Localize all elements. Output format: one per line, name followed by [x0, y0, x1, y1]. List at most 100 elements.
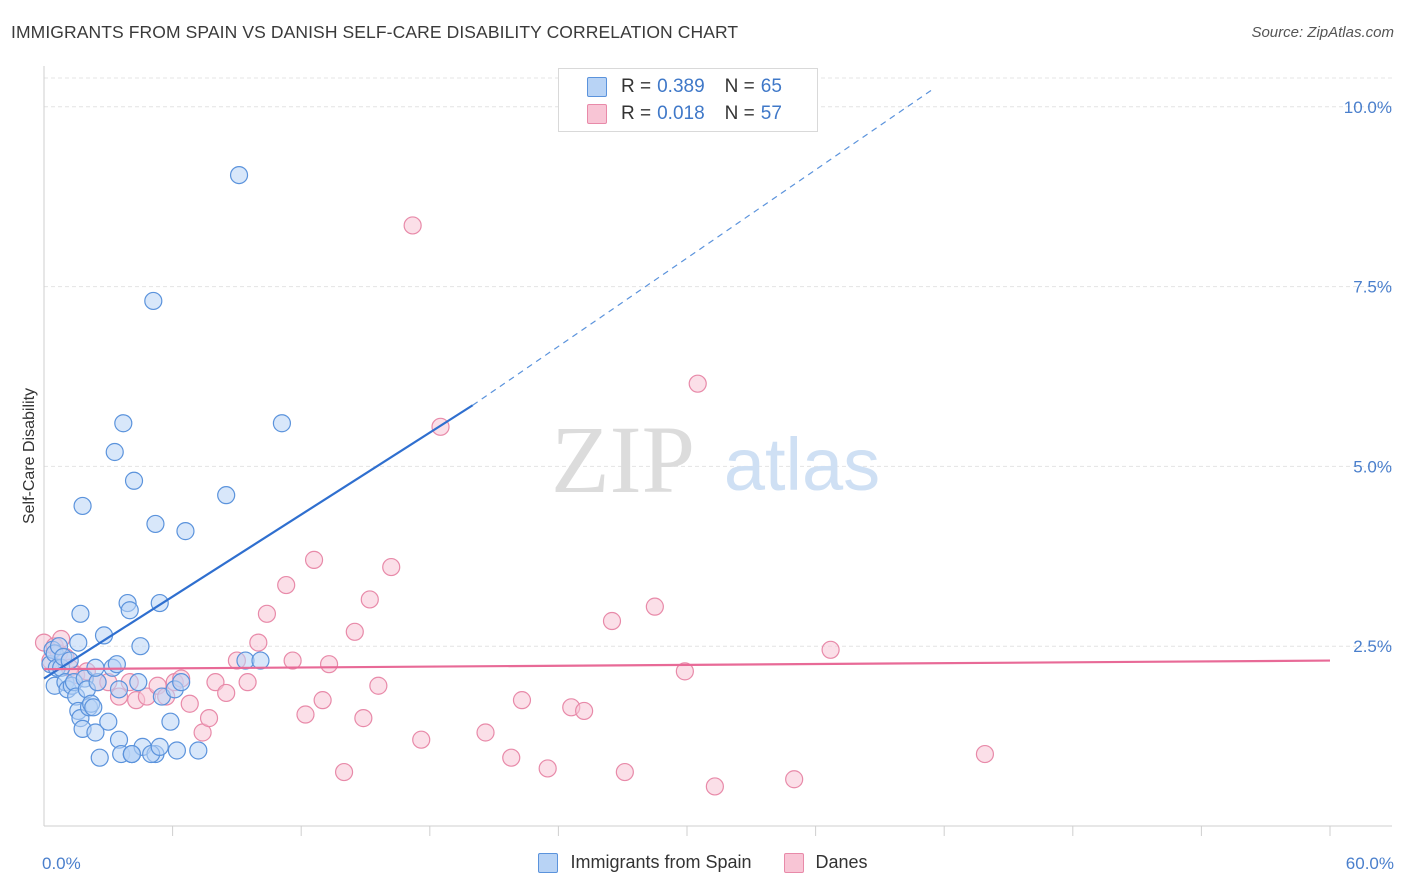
y-tick-label: 2.5%: [1353, 637, 1392, 656]
spain-point: [129, 673, 148, 692]
danes-point: [369, 676, 388, 695]
tick-label-layer: 2.5% 5.0% 7.5% 10.0% 0.0% 60.0%: [42, 98, 1394, 873]
x-tick-label: 60.0%: [1346, 854, 1394, 873]
danes-point: [304, 550, 324, 569]
n-value: 57: [760, 103, 782, 124]
danes-point: [785, 770, 804, 789]
danes-point: [345, 622, 364, 641]
danes-point: [602, 611, 622, 631]
grid-layer: [44, 77, 1392, 647]
danes-point: [502, 748, 521, 767]
stats-legend-row-spain: R = 0.389 N = 65: [587, 74, 802, 100]
danes-point: [249, 633, 268, 652]
danes-point: [975, 744, 995, 764]
danes-point: [199, 709, 219, 728]
danes-point: [217, 683, 236, 703]
n-value: 65: [760, 76, 782, 97]
spain-point: [131, 637, 150, 656]
stats-legend-row-danes: R = 0.018 N = 57: [587, 101, 802, 127]
spain-point: [161, 712, 180, 731]
danes-point: [206, 673, 225, 692]
spain-point: [109, 680, 129, 699]
spain-point: [144, 291, 163, 311]
legend-item-spain[interactable]: Immigrants from Spain: [538, 852, 752, 873]
spain-trendline: [43, 404, 474, 680]
watermark-zip: ZIP: [551, 406, 695, 513]
spain-point: [71, 604, 90, 623]
r-value: 0.018: [657, 103, 705, 124]
spain-point: [272, 414, 292, 433]
danes-trendline: [43, 659, 1331, 671]
spain-trendline-extension: [472, 88, 934, 406]
stats-legend: R = 0.389 N = 65 R = 0.018 N = 57: [558, 68, 818, 132]
trend-layer: [43, 88, 1331, 680]
danes-point: [354, 709, 373, 728]
danes-point: [512, 691, 532, 710]
y-tick-label: 5.0%: [1353, 457, 1392, 476]
danes-point: [277, 575, 296, 595]
spain-point: [189, 741, 208, 760]
danes-point: [403, 216, 422, 235]
r-label: R =: [621, 103, 652, 124]
danes-point: [705, 777, 724, 796]
danes-point: [538, 759, 557, 778]
spain-point: [124, 471, 144, 490]
legend-swatch-pink: [587, 104, 607, 124]
spain-point: [69, 633, 88, 652]
danes-point: [296, 705, 315, 724]
danes-point: [575, 701, 594, 721]
spain-point: [107, 655, 126, 674]
spain-point: [172, 673, 191, 692]
chart-source: Source: ZipAtlas.com: [1251, 24, 1394, 41]
r-value: 0.389: [657, 76, 705, 97]
axes-layer: [43, 66, 1392, 836]
spain-point: [99, 712, 118, 731]
danes-point: [382, 557, 401, 577]
spain-point: [146, 514, 165, 534]
danes-point: [180, 694, 199, 713]
chart-title: IMMIGRANTS FROM SPAIN VS DANISH SELF-CAR…: [11, 22, 739, 42]
spain-point: [90, 748, 109, 767]
danes-point: [615, 762, 634, 782]
danes-point: [688, 374, 707, 393]
danes-point: [238, 673, 257, 692]
danes-point: [313, 691, 332, 710]
spain-point: [176, 522, 195, 541]
r-label: R =: [621, 76, 652, 97]
danes-point: [283, 651, 302, 670]
n-label: N =: [724, 103, 755, 124]
danes-point: [360, 590, 379, 609]
danes-point: [675, 662, 694, 681]
danes-point: [821, 640, 840, 659]
danes-point: [334, 762, 354, 782]
spain-point: [73, 496, 92, 516]
spain-point: [86, 723, 105, 742]
watermark-atlas: atlas: [724, 423, 880, 506]
y-axis-label: Self-Care Disability: [21, 388, 38, 524]
spain-point: [150, 737, 169, 756]
spain-point: [251, 651, 270, 670]
spain-point: [120, 601, 139, 620]
spain-point: [229, 165, 249, 185]
legend-swatch-pink: [783, 852, 804, 873]
danes-point: [645, 597, 664, 616]
danes-point: [412, 730, 431, 749]
danes-point: [476, 723, 495, 742]
points-layer: [34, 165, 995, 796]
spain-point: [167, 741, 186, 760]
spain-point: [217, 486, 236, 505]
watermark: ZIP atlas: [551, 406, 880, 513]
spain-point: [84, 698, 103, 717]
danes-point: [319, 655, 339, 674]
y-tick-label: 10.0%: [1344, 98, 1392, 117]
spain-point: [122, 744, 141, 764]
spain-point: [114, 414, 133, 433]
legend-label-danes: Danes: [815, 852, 868, 872]
legend-swatch-blue: [587, 77, 607, 97]
legend-item-danes[interactable]: Danes: [783, 852, 868, 873]
x-tick-label: 0.0%: [42, 854, 81, 873]
legend-label-spain: Immigrants from Spain: [570, 852, 752, 872]
spain-point: [105, 442, 124, 462]
n-label: N =: [724, 76, 755, 97]
